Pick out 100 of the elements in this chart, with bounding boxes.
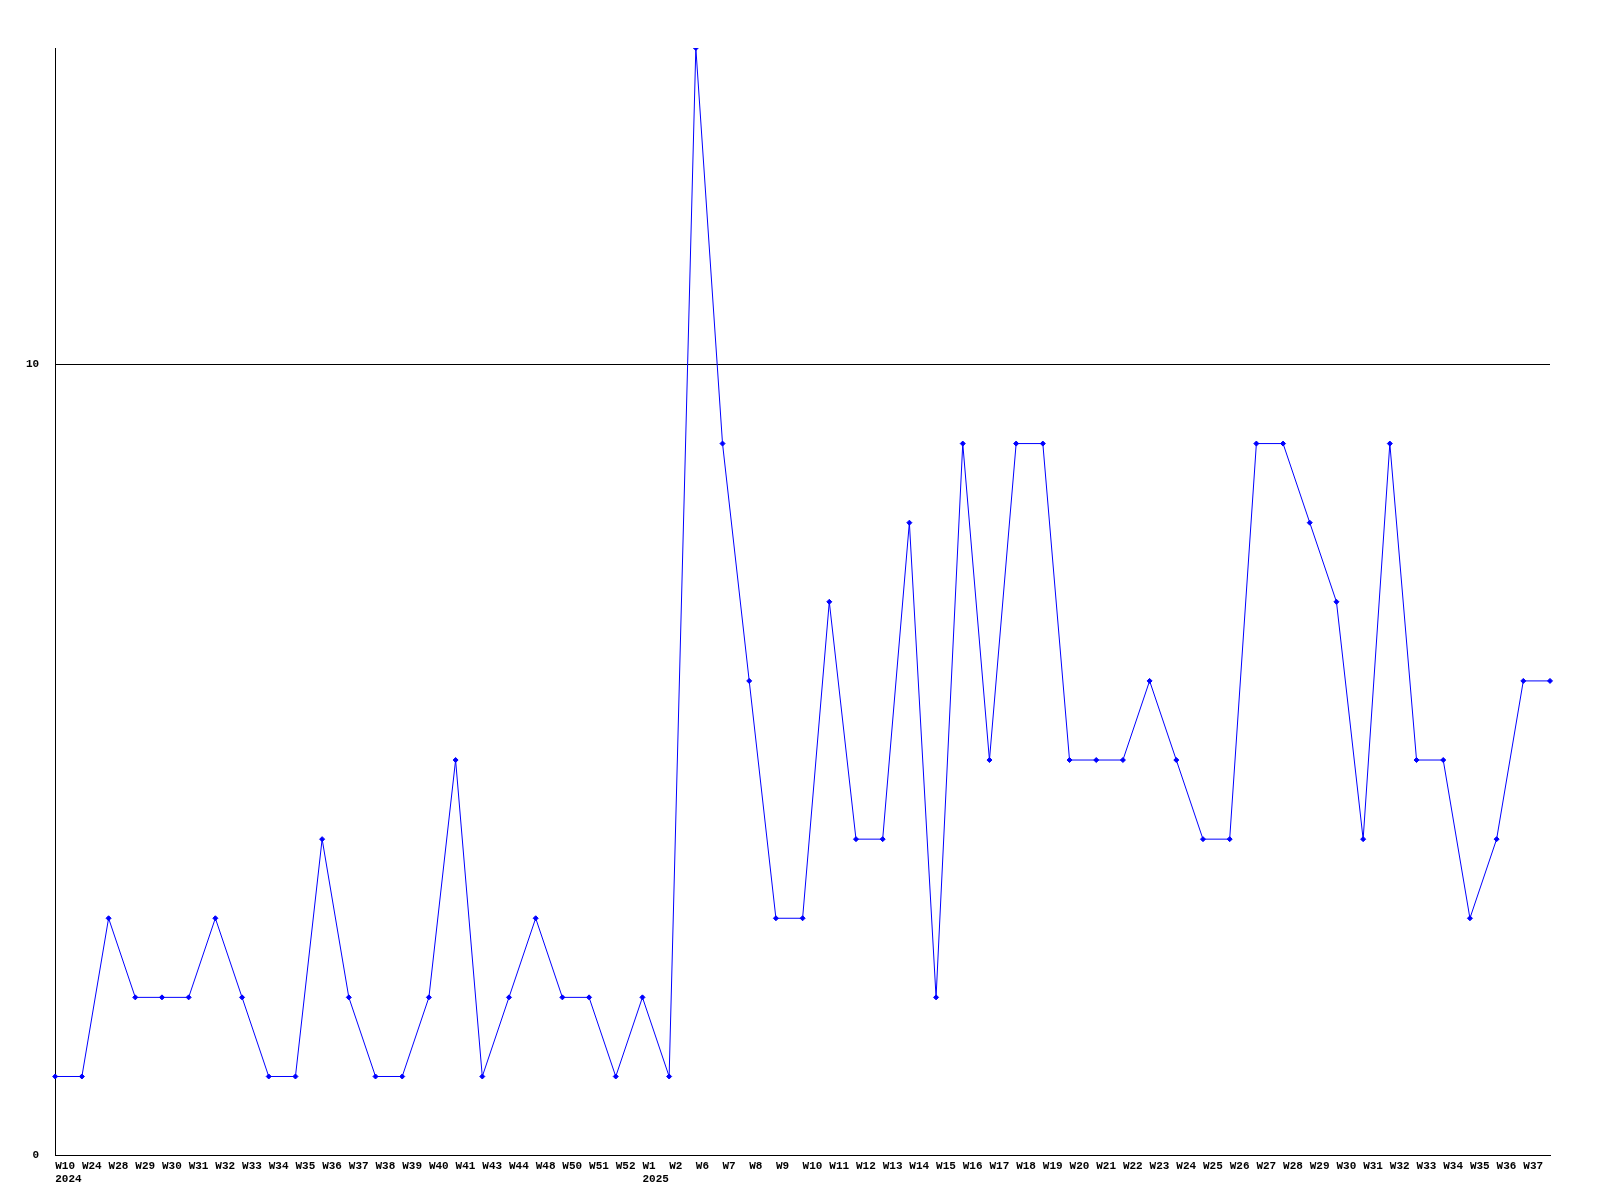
point [1280, 440, 1287, 447]
point [1226, 836, 1233, 843]
x-tick-label: W13 [882, 1159, 903, 1172]
point [959, 440, 966, 447]
x-tick-label: W48 [535, 1159, 556, 1172]
x-tick-label: W31 [1363, 1159, 1384, 1172]
point [933, 994, 940, 1001]
point [505, 994, 512, 1001]
point [1013, 440, 1020, 447]
x-tick-label: W25 [1202, 1159, 1224, 1172]
point [185, 994, 192, 1001]
point [132, 994, 139, 1001]
point [826, 598, 833, 605]
point [1333, 598, 1340, 605]
point [1493, 836, 1500, 843]
x-tick-label: W32 [215, 1159, 236, 1172]
x-tick-label: W10 2024 [55, 1159, 83, 1186]
x-tick-label: W33 [242, 1159, 263, 1172]
x-tick-label: W6 [695, 1159, 710, 1172]
point [78, 1073, 85, 1080]
x-tick-label: W41 [455, 1159, 476, 1172]
point [879, 836, 886, 843]
x-tick-label: W29 [1309, 1159, 1330, 1172]
x-tick-label: W28 [108, 1159, 129, 1172]
point [612, 1073, 619, 1080]
x-tick-label: W51 [589, 1159, 610, 1172]
x-tick-label: W26 [1229, 1159, 1250, 1172]
point [399, 1073, 406, 1080]
point [639, 994, 646, 1001]
x-tick-label: W11 [829, 1159, 850, 1172]
point [319, 836, 326, 843]
x-tick-label: W44 [508, 1159, 530, 1172]
y-tick-label: 0 [32, 1149, 40, 1162]
x-tick-label: W27 [1256, 1159, 1277, 1172]
point [1520, 677, 1527, 684]
point [799, 915, 806, 922]
x-tick-label: W36 [322, 1159, 342, 1172]
point [1413, 757, 1420, 764]
point [1199, 836, 1206, 843]
point [212, 915, 219, 922]
x-tick-label: W29 [135, 1159, 156, 1172]
point [1039, 440, 1046, 447]
x-tick-label: W15 [936, 1159, 957, 1172]
point [666, 1073, 673, 1080]
point [532, 915, 539, 922]
x-tick-label: W14 [909, 1159, 930, 1172]
point [559, 994, 566, 1001]
point [1547, 677, 1553, 684]
x-tick-label: W32 [1389, 1159, 1410, 1172]
x-tick-label: W31 [188, 1159, 209, 1172]
x-tick-label: W33 [1416, 1159, 1437, 1172]
point [292, 1073, 299, 1080]
point [586, 994, 593, 1001]
point [105, 915, 112, 922]
point [746, 677, 753, 684]
x-tick-label: W34 [268, 1159, 289, 1172]
x-tick-label: W50 [562, 1159, 583, 1172]
x-tick-label: W30 [1336, 1159, 1357, 1172]
x-tick-label: W24 [1176, 1159, 1197, 1172]
point [906, 519, 913, 526]
point [1360, 836, 1367, 843]
x-tick-label: W38 [375, 1159, 396, 1172]
x-tick-label: W8 [749, 1159, 763, 1172]
point [1066, 757, 1073, 764]
point [852, 836, 859, 843]
point [986, 757, 993, 764]
x-tick-label: W19 [1042, 1159, 1063, 1172]
x-tick-label: W10 [802, 1159, 823, 1172]
x-tick-label: W28 [1283, 1159, 1304, 1172]
point [1466, 915, 1473, 922]
x-tick-label: W16 [962, 1159, 983, 1172]
x-tick-label: W20 [1069, 1159, 1090, 1172]
point [425, 994, 432, 1001]
point [1306, 519, 1313, 526]
x-tick-label: W39 [402, 1159, 423, 1172]
x-tick-label: W18 [1016, 1159, 1037, 1172]
point [452, 757, 459, 764]
x-tick-label: W9 [775, 1159, 790, 1172]
point [719, 440, 726, 447]
x-tick-label: W35 [1469, 1159, 1491, 1172]
point [479, 1073, 486, 1080]
point [1440, 757, 1447, 764]
point [372, 1073, 379, 1080]
x-tick-label: W52 [615, 1159, 636, 1172]
x-tick-label: W23 [1149, 1159, 1170, 1172]
point [1093, 757, 1100, 764]
point [239, 994, 246, 1001]
point [1386, 440, 1393, 447]
x-tick-label: W17 [989, 1159, 1010, 1172]
point [1253, 440, 1260, 447]
x-tick-label: W2 [669, 1159, 683, 1172]
x-tick-label: W30 [161, 1159, 182, 1172]
x-tick-label: W7 [722, 1159, 736, 1172]
point [52, 1073, 59, 1080]
point [1146, 677, 1153, 684]
point [265, 1073, 272, 1080]
point [772, 915, 779, 922]
point [1119, 757, 1126, 764]
x-tick-label: W43 [482, 1159, 503, 1172]
point [158, 994, 165, 1001]
